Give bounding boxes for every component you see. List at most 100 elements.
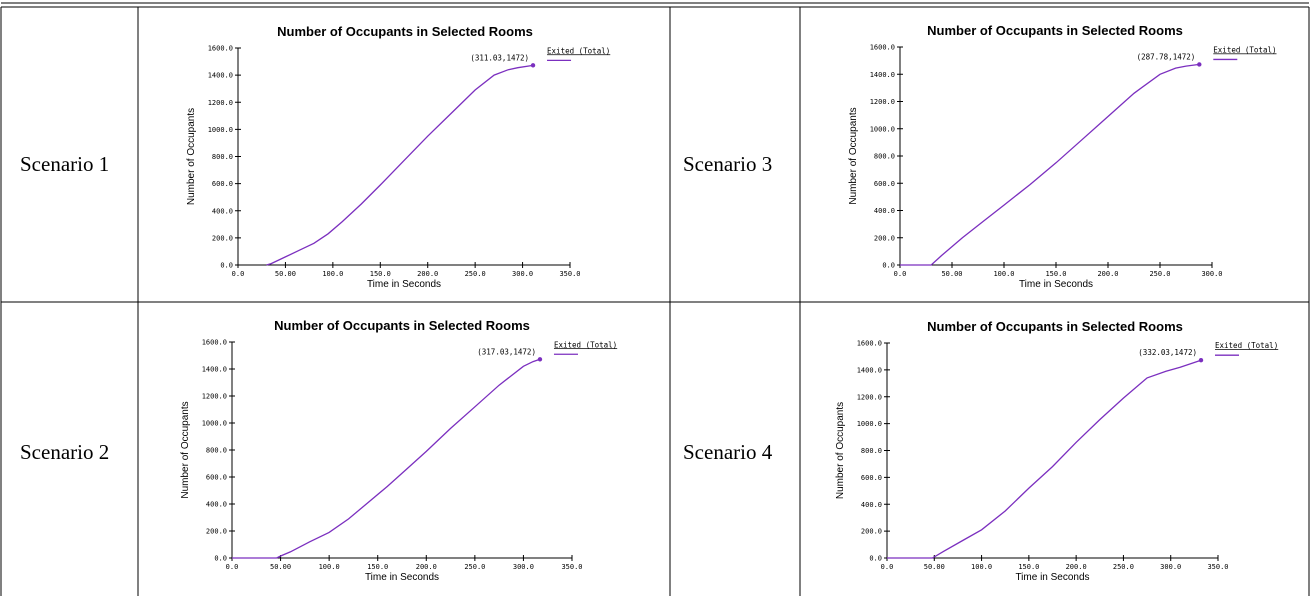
x-tick-label: 0.0: [226, 563, 239, 571]
endpoint-marker: [1198, 358, 1204, 363]
y-tick-label: 800.0: [206, 447, 227, 455]
x-tick-label: 0.0: [232, 270, 245, 278]
chart-title: Number of Occupants in Selected Rooms: [927, 23, 1183, 38]
x-tick-label: 150.0: [370, 270, 391, 278]
x-tick-label: 150.0: [1018, 563, 1039, 571]
endpoint-marker: [530, 63, 536, 68]
series-line: [266, 64, 534, 266]
endpoint-annotation: (332.03,1472): [1138, 348, 1197, 357]
x-tick-label: 250.0: [464, 563, 485, 571]
y-tick-label: 1600.0: [870, 44, 895, 52]
x-tick-label: 200.0: [417, 270, 438, 278]
y-tick-label: 1200.0: [857, 393, 882, 401]
x-tick-label: 250.0: [1149, 270, 1170, 278]
endpoint-marker: [1197, 62, 1202, 67]
endpoint-annotation: (311.03,1472): [470, 53, 529, 62]
x-tick-label: 250.0: [465, 270, 486, 278]
y-tick-label: 1000.0: [208, 126, 233, 134]
x-tick-label: 300.0: [1201, 270, 1222, 278]
scenario-1-label: Scenario 1: [20, 152, 110, 176]
series-line: [887, 359, 1202, 559]
x-tick-label: 100.0: [993, 270, 1014, 278]
y-tick-label: 200.0: [874, 234, 895, 242]
y-tick-label: 1000.0: [870, 125, 895, 133]
legend-label: Exited (Total): [554, 340, 617, 349]
y-tick-label: 800.0: [861, 447, 882, 455]
y-tick-label: 1200.0: [202, 393, 227, 401]
x-axis-label: Time in Seconds: [1015, 572, 1089, 583]
y-tick-label: 400.0: [206, 501, 227, 509]
y-tick-label: 1400.0: [202, 366, 227, 374]
y-tick-label: 1200.0: [208, 99, 233, 107]
y-tick-label: 1400.0: [208, 72, 233, 80]
scenario-2-label: Scenario 2: [20, 440, 110, 464]
x-tick-label: 200.0: [1066, 563, 1087, 571]
y-tick-label: 1200.0: [870, 98, 895, 106]
x-tick-label: 100.0: [319, 563, 340, 571]
y-tick-label: 0.0: [220, 262, 233, 270]
x-tick-label: 250.0: [1113, 563, 1134, 571]
y-tick-label: 800.0: [874, 153, 895, 161]
y-tick-label: 0.0: [869, 555, 882, 563]
chart-title: Number of Occupants in Selected Rooms: [277, 24, 533, 39]
x-tick-label: 300.0: [513, 563, 534, 571]
y-tick-label: 600.0: [861, 474, 882, 482]
scenario-4-label: Scenario 4: [683, 440, 773, 464]
y-tick-label: 1000.0: [202, 420, 227, 428]
y-tick-label: 200.0: [212, 234, 233, 242]
x-tick-label: 50.00: [924, 563, 945, 571]
y-tick-label: 1600.0: [202, 339, 227, 347]
y-tick-label: 400.0: [874, 207, 895, 215]
y-axis-label: Number of Occupants: [835, 402, 846, 499]
y-tick-label: 1000.0: [857, 420, 882, 428]
x-tick-label: 300.0: [512, 270, 533, 278]
y-tick-label: 600.0: [206, 474, 227, 482]
y-tick-label: 600.0: [874, 180, 895, 188]
y-tick-label: 1600.0: [208, 45, 233, 53]
x-tick-label: 150.0: [1045, 270, 1066, 278]
y-tick-label: 200.0: [861, 528, 882, 536]
x-axis-label: Time in Seconds: [1019, 279, 1093, 290]
y-tick-label: 0.0: [882, 262, 895, 270]
x-tick-label: 300.0: [1160, 563, 1181, 571]
x-tick-label: 50.00: [270, 563, 291, 571]
y-tick-label: 600.0: [212, 180, 233, 188]
x-tick-label: 0.0: [881, 563, 894, 571]
x-tick-label: 200.0: [416, 563, 437, 571]
x-tick-label: 350.0: [561, 563, 582, 571]
x-tick-label: 50.00: [275, 270, 296, 278]
x-tick-label: 100.0: [971, 563, 992, 571]
x-tick-label: 0.0: [894, 270, 907, 278]
x-tick-label: 150.0: [367, 563, 388, 571]
x-tick-label: 350.0: [559, 270, 580, 278]
series-line: [900, 63, 1200, 266]
chart-title: Number of Occupants in Selected Rooms: [274, 318, 530, 333]
y-tick-label: 400.0: [861, 501, 882, 509]
series-line: [232, 358, 541, 559]
endpoint-annotation: (287.78,1472): [1137, 52, 1196, 61]
legend-label: Exited (Total): [1213, 45, 1276, 54]
y-tick-label: 200.0: [206, 528, 227, 536]
x-axis-label: Time in Seconds: [367, 279, 441, 290]
y-axis-label: Number of Occupants: [186, 108, 197, 205]
x-axis-label: Time in Seconds: [365, 572, 439, 583]
legend-label: Exited (Total): [547, 46, 610, 55]
y-tick-label: 1600.0: [857, 340, 882, 348]
chart-title: Number of Occupants in Selected Rooms: [927, 319, 1183, 334]
y-tick-label: 1400.0: [870, 71, 895, 79]
y-axis-label: Number of Occupants: [848, 107, 859, 204]
legend-label: Exited (Total): [1215, 341, 1278, 350]
x-tick-label: 350.0: [1207, 563, 1228, 571]
endpoint-marker: [537, 357, 543, 362]
x-tick-label: 200.0: [1097, 270, 1118, 278]
scenario-3-label: Scenario 3: [683, 152, 773, 176]
y-axis-label: Number of Occupants: [180, 401, 191, 498]
y-tick-label: 800.0: [212, 153, 233, 161]
y-tick-label: 0.0: [214, 555, 227, 563]
